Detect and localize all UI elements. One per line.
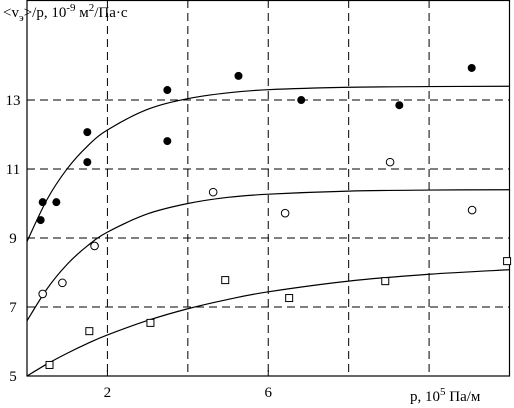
y-axis-label-part: /Па·с <box>94 5 128 21</box>
point <box>381 277 390 286</box>
point <box>395 101 404 110</box>
point <box>503 257 512 266</box>
point <box>58 278 67 288</box>
y-tick-label: 5 <box>9 369 17 385</box>
point <box>83 128 92 137</box>
x-axis-label-part: Па/м <box>446 389 481 405</box>
point <box>163 86 172 95</box>
point <box>85 327 94 336</box>
x-axis-label-part: p, 10 <box>410 389 440 405</box>
y-axis-label-part: м <box>76 5 90 21</box>
fit-curve <box>26 85 510 242</box>
point <box>280 208 290 218</box>
x-tick-label: 2 <box>104 385 112 401</box>
y-axis-label-part: э <box>19 12 24 24</box>
point <box>52 198 61 207</box>
point <box>208 187 218 197</box>
x-tick-label: 6 <box>265 385 273 401</box>
point <box>467 63 476 72</box>
point <box>146 318 155 327</box>
point <box>467 205 477 215</box>
y-axis-label-part: >/p, 10 <box>24 5 67 21</box>
x-axis-label: p, 105 Па/м <box>410 386 481 405</box>
point <box>36 216 45 225</box>
point <box>221 276 230 285</box>
y-tick-label: 7 <box>9 300 17 316</box>
point <box>90 241 99 251</box>
x-axis-label-part: 5 <box>440 386 446 398</box>
y-tick-label: 13 <box>6 93 21 109</box>
fit-curve <box>26 189 510 322</box>
point <box>285 294 294 303</box>
point <box>83 158 92 167</box>
point <box>38 198 47 207</box>
y-tick-label: 9 <box>9 231 17 247</box>
y-tick-label: 11 <box>6 162 20 178</box>
point <box>45 360 54 369</box>
y-axis-label-part: <v <box>3 5 19 21</box>
fit-curve <box>26 269 510 377</box>
point <box>385 157 395 167</box>
y-axis-label-part: 2 <box>89 2 95 14</box>
point <box>38 289 47 299</box>
y-axis-label-part: -9 <box>66 2 76 14</box>
point <box>234 71 243 80</box>
point <box>163 137 172 146</box>
point <box>297 96 306 105</box>
y-axis-label: <vэ>/p, 10-9 м2/Па·с <box>3 2 128 24</box>
